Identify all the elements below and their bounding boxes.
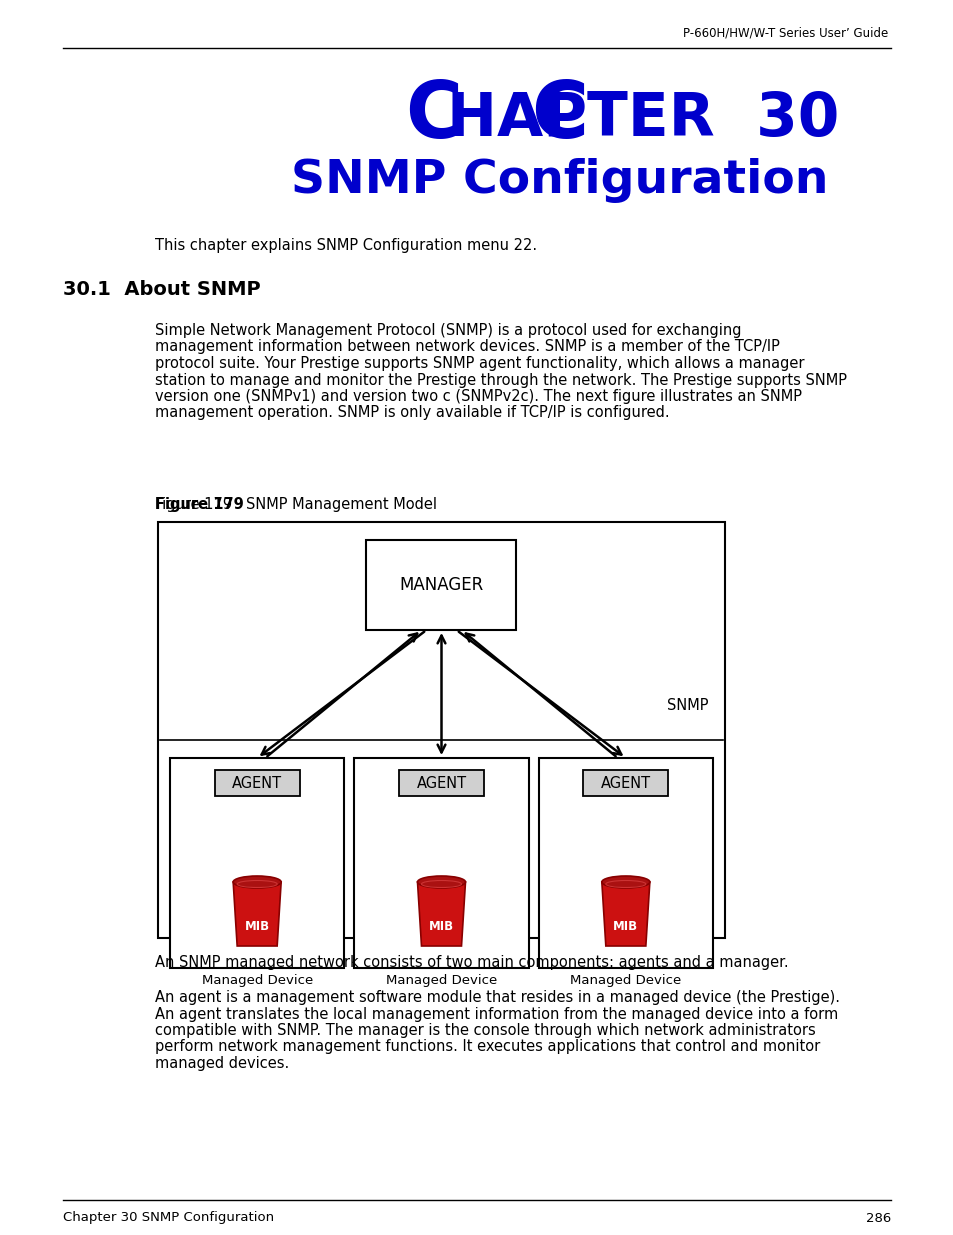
Bar (398, 769, 483, 797)
Text: MIB: MIB (244, 920, 270, 932)
Bar (158, 522, 724, 939)
Ellipse shape (601, 876, 649, 888)
Bar (354, 758, 528, 968)
Text: MIB: MIB (613, 920, 638, 932)
Ellipse shape (417, 876, 465, 888)
Text: perform network management functions. It executes applications that control and : perform network management functions. It… (154, 1040, 820, 1055)
Polygon shape (233, 882, 281, 946)
Text: Figure 179   SNMP Management Model: Figure 179 SNMP Management Model (154, 496, 436, 513)
Text: protocol suite. Your Prestige supports SNMP agent functionality, which allows a : protocol suite. Your Prestige supports S… (154, 356, 803, 370)
Text: C: C (405, 78, 461, 154)
Bar (214, 769, 299, 797)
Text: An SNMP managed network consists of two main components: agents and a manager.: An SNMP managed network consists of two … (154, 955, 788, 969)
Text: SNMP Configuration: SNMP Configuration (291, 158, 828, 203)
Text: An agent translates the local management information from the managed device int: An agent translates the local management… (154, 1007, 838, 1021)
Text: This chapter explains SNMP Configuration menu 22.: This chapter explains SNMP Configuration… (154, 238, 537, 253)
Text: Managed Device: Managed Device (570, 974, 680, 987)
Text: version one (SNMPv1) and version two c (SNMPv2c). The next figure illustrates an: version one (SNMPv1) and version two c (… (154, 389, 801, 404)
Text: MANAGER: MANAGER (399, 576, 483, 594)
Polygon shape (601, 882, 649, 946)
Text: Managed Device: Managed Device (385, 974, 497, 987)
Text: SNMP: SNMP (666, 698, 708, 713)
Bar (538, 758, 712, 968)
Text: AGENT: AGENT (232, 777, 282, 792)
Text: station to manage and monitor the Prestige through the network. The Prestige sup: station to manage and monitor the Presti… (154, 373, 846, 388)
Text: Simple Network Management Protocol (SNMP) is a protocol used for exchanging: Simple Network Management Protocol (SNMP… (154, 324, 740, 338)
Text: Managed Device: Managed Device (201, 974, 313, 987)
Bar (582, 769, 668, 797)
Text: 30.1  About SNMP: 30.1 About SNMP (63, 280, 260, 299)
Text: AGENT: AGENT (600, 777, 650, 792)
Bar (366, 540, 516, 630)
Text: HAPTER  30: HAPTER 30 (447, 90, 839, 149)
Text: managed devices.: managed devices. (154, 1056, 289, 1071)
Text: management operation. SNMP is only available if TCP/IP is configured.: management operation. SNMP is only avail… (154, 405, 669, 420)
Text: AGENT: AGENT (416, 777, 466, 792)
Bar (170, 758, 344, 968)
Text: MIB: MIB (429, 920, 454, 932)
Text: 286: 286 (864, 1212, 890, 1224)
Polygon shape (417, 882, 465, 946)
Text: P-660H/HW/W-T Series User’ Guide: P-660H/HW/W-T Series User’ Guide (682, 26, 887, 40)
Text: compatible with SNMP. The manager is the console through which network administr: compatible with SNMP. The manager is the… (154, 1023, 815, 1037)
Text: management information between network devices. SNMP is a member of the TCP/IP: management information between network d… (154, 340, 779, 354)
Text: C: C (531, 78, 588, 154)
Text: Chapter 30 SNMP Configuration: Chapter 30 SNMP Configuration (63, 1212, 274, 1224)
Text: An agent is a management software module that resides in a managed device (the P: An agent is a management software module… (154, 990, 840, 1005)
Text: Figure 179: Figure 179 (154, 496, 244, 513)
Ellipse shape (233, 876, 281, 888)
